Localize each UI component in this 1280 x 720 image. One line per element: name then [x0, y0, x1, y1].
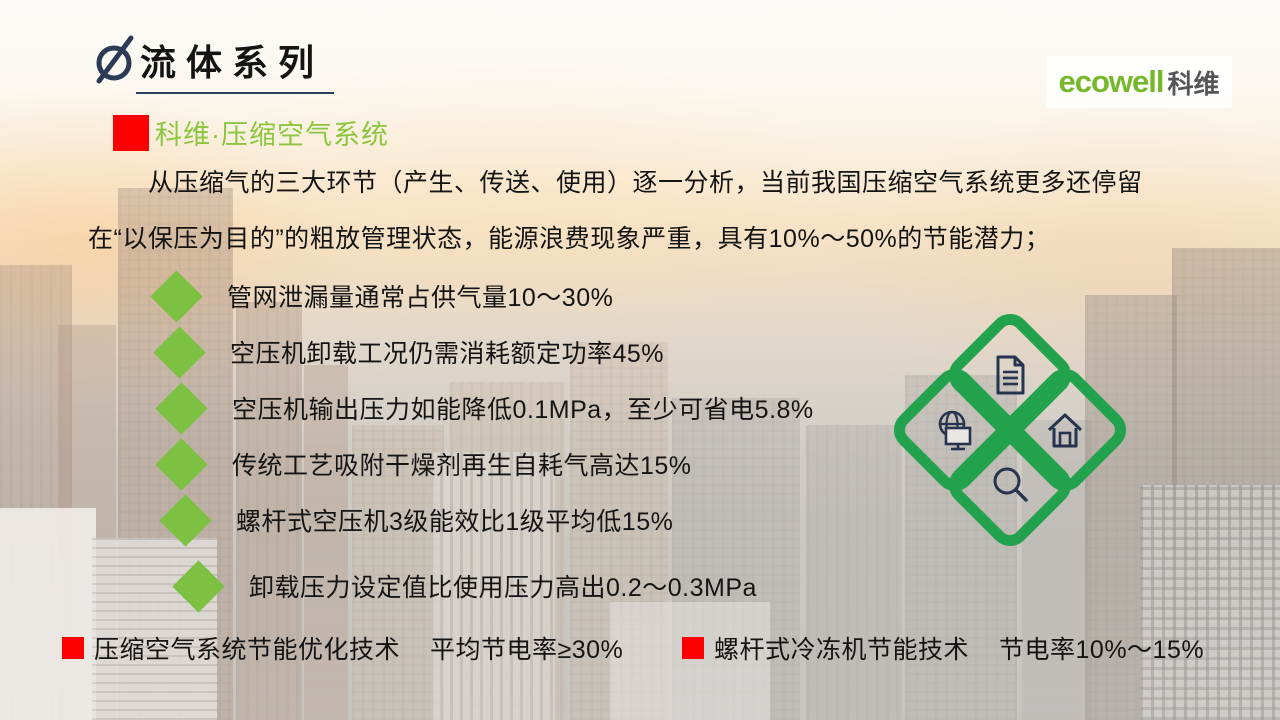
list-item: 卸载压力设定值比使用压力高出0.2～0.3MPa: [172, 558, 814, 614]
bullet-text: 螺杆式空压机3级能效比1级平均低15%: [236, 508, 674, 536]
logo-brand-en: ecowell: [1058, 64, 1164, 99]
red-square-bullet-icon: [113, 114, 149, 151]
list-item: 传统工艺吸附干燥剂再生自耗气高达15%: [155, 436, 814, 492]
bullet-text: 空压机卸载工况仍需消耗额定功率45%: [230, 340, 665, 368]
logo: ecowell 科维: [1046, 56, 1232, 108]
list-item: 空压机卸载工况仍需消耗额定功率45%: [153, 324, 814, 380]
footer-value: 平均节电率≥30%: [430, 636, 624, 664]
diamond-bullet-icon: [155, 437, 208, 491]
intro-line-2: 在“以保压为目的”的粗放管理状态，能源浪费现象严重，具有10%～50%的节能潜力…: [88, 225, 1051, 253]
bullet-text: 管网泄漏量通常占供气量10～30%: [227, 284, 614, 312]
diamond-bullet-icon: [172, 559, 225, 613]
list-item: 管网泄漏量通常占供气量10～30%: [150, 268, 814, 324]
footer-label: 螺杆式冷冻机节能技术: [714, 636, 970, 664]
footer-label: 压缩空气系统节能优化技术: [94, 636, 401, 664]
bullet-list: 管网泄漏量通常占供气量10～30% 空压机卸载工况仍需消耗额定功率45% 空压机…: [150, 268, 814, 614]
list-item: 空压机输出压力如能降低0.1MPa，至少可省电5.8%: [155, 380, 814, 436]
page-title: 流体系列: [140, 42, 325, 83]
red-square-bullet-icon: [682, 637, 704, 659]
diamond-bullet-icon: [150, 269, 203, 323]
bullet-text: 卸载压力设定值比使用压力高出0.2～0.3MPa: [249, 574, 757, 602]
red-square-bullet-icon: [62, 637, 84, 659]
diamond-bullet-icon: [153, 325, 206, 379]
title-underline: [136, 92, 334, 94]
list-item: 螺杆式空压机3级能效比1级平均低15%: [159, 492, 814, 548]
diamond-bullet-icon: [155, 381, 208, 435]
logo-brand-cn: 科维: [1167, 68, 1220, 99]
diameter-icon: [96, 35, 134, 84]
footer-value: 节电率10%～15%: [999, 636, 1205, 664]
diamond-bullet-icon: [159, 493, 212, 547]
intro-line-1: 从压缩气的三大环节（产生、传送、使用）逐一分析，当前我国压缩空气系统更多还停留: [148, 169, 1143, 197]
footer-item-chiller: 螺杆式冷冻机节能技术 节电率10%～15%: [682, 630, 1204, 666]
section-heading: 科维·压缩空气系统: [113, 113, 389, 152]
footer-item-compressed-air: 压缩空气系统节能优化技术 平均节电率≥30%: [62, 630, 623, 666]
bullet-text: 空压机输出压力如能降低0.1MPa，至少可省电5.8%: [232, 396, 814, 424]
bullet-text: 传统工艺吸附干燥剂再生自耗气高达15%: [232, 452, 692, 480]
section-heading-text: 科维·压缩空气系统: [155, 120, 389, 150]
